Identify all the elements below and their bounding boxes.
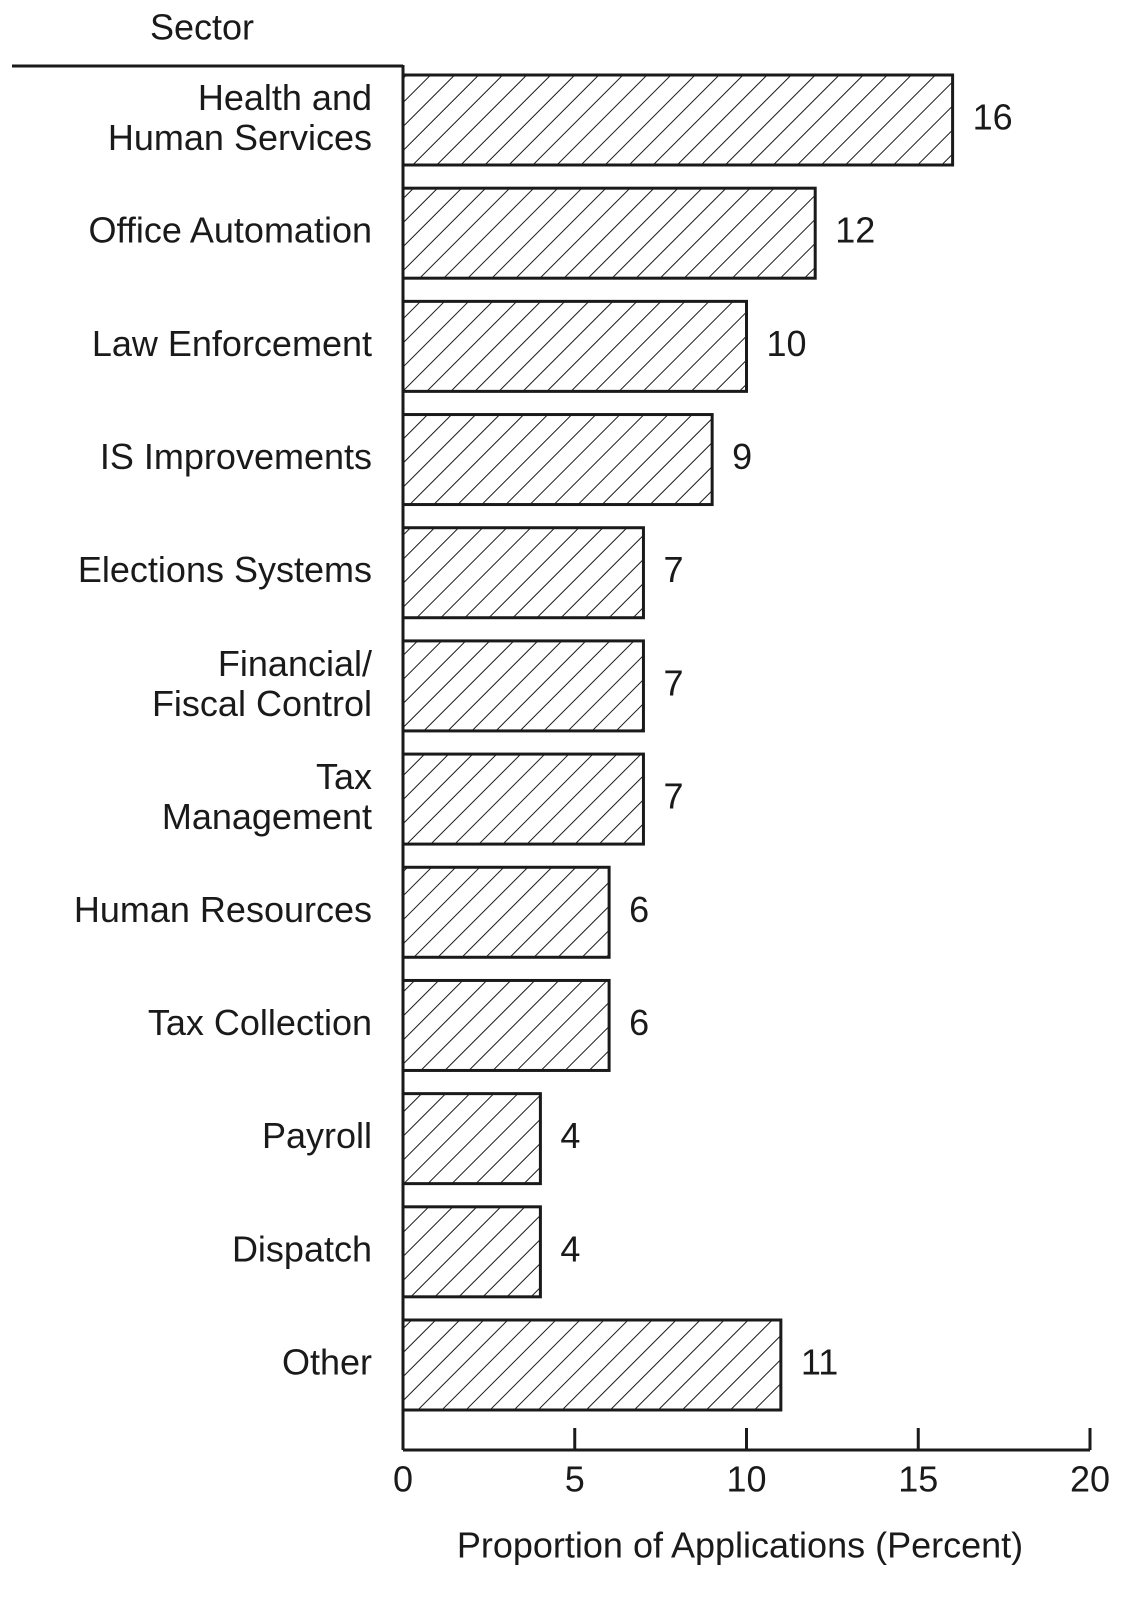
category-label: Elections Systems <box>78 549 372 590</box>
category-axis-label: Sector <box>150 7 254 48</box>
x-tick-label: 5 <box>565 1459 585 1500</box>
x-tick-label: 15 <box>898 1459 938 1500</box>
x-tick-label: 10 <box>726 1459 766 1500</box>
bar <box>401 978 611 1072</box>
x-tick-label: 20 <box>1070 1459 1110 1500</box>
value-label: 7 <box>663 776 683 817</box>
bar <box>401 299 748 393</box>
bar <box>401 639 645 733</box>
bar <box>401 526 645 620</box>
value-label: 12 <box>835 210 875 251</box>
category-label: Health and Human Services <box>108 77 372 158</box>
category-label: Financial/Fiscal Control <box>152 642 372 723</box>
value-label: 7 <box>663 662 683 703</box>
bar <box>401 413 714 507</box>
bar <box>401 186 817 280</box>
bar <box>401 1092 542 1186</box>
value-label: 6 <box>629 889 649 930</box>
value-label: 4 <box>560 1115 580 1156</box>
bar <box>401 1318 783 1412</box>
value-label: 9 <box>732 436 752 477</box>
value-label: 16 <box>973 97 1013 138</box>
value-label: 11 <box>801 1342 838 1383</box>
category-label: Tax Collection <box>148 1002 372 1043</box>
bar <box>401 865 611 959</box>
value-label: 4 <box>560 1228 580 1269</box>
category-label: Law Enforcement <box>92 323 372 364</box>
category-label: Tax Management <box>162 756 372 837</box>
category-label: Office Automation <box>89 210 373 251</box>
x-tick-label: 0 <box>393 1459 413 1500</box>
bar <box>401 73 955 167</box>
category-label: Payroll <box>262 1115 372 1156</box>
value-label: 7 <box>663 549 683 590</box>
bar <box>401 752 645 846</box>
category-label: Other <box>282 1342 372 1383</box>
category-label: Dispatch <box>232 1228 372 1269</box>
value-label: 10 <box>767 323 807 364</box>
bar <box>401 1205 542 1299</box>
value-label: 6 <box>629 1002 649 1043</box>
x-axis-label: Proportion of Applications (Percent) <box>457 1525 1023 1566</box>
category-label: Human Resources <box>74 889 372 930</box>
category-label: IS Improvements <box>100 436 372 477</box>
